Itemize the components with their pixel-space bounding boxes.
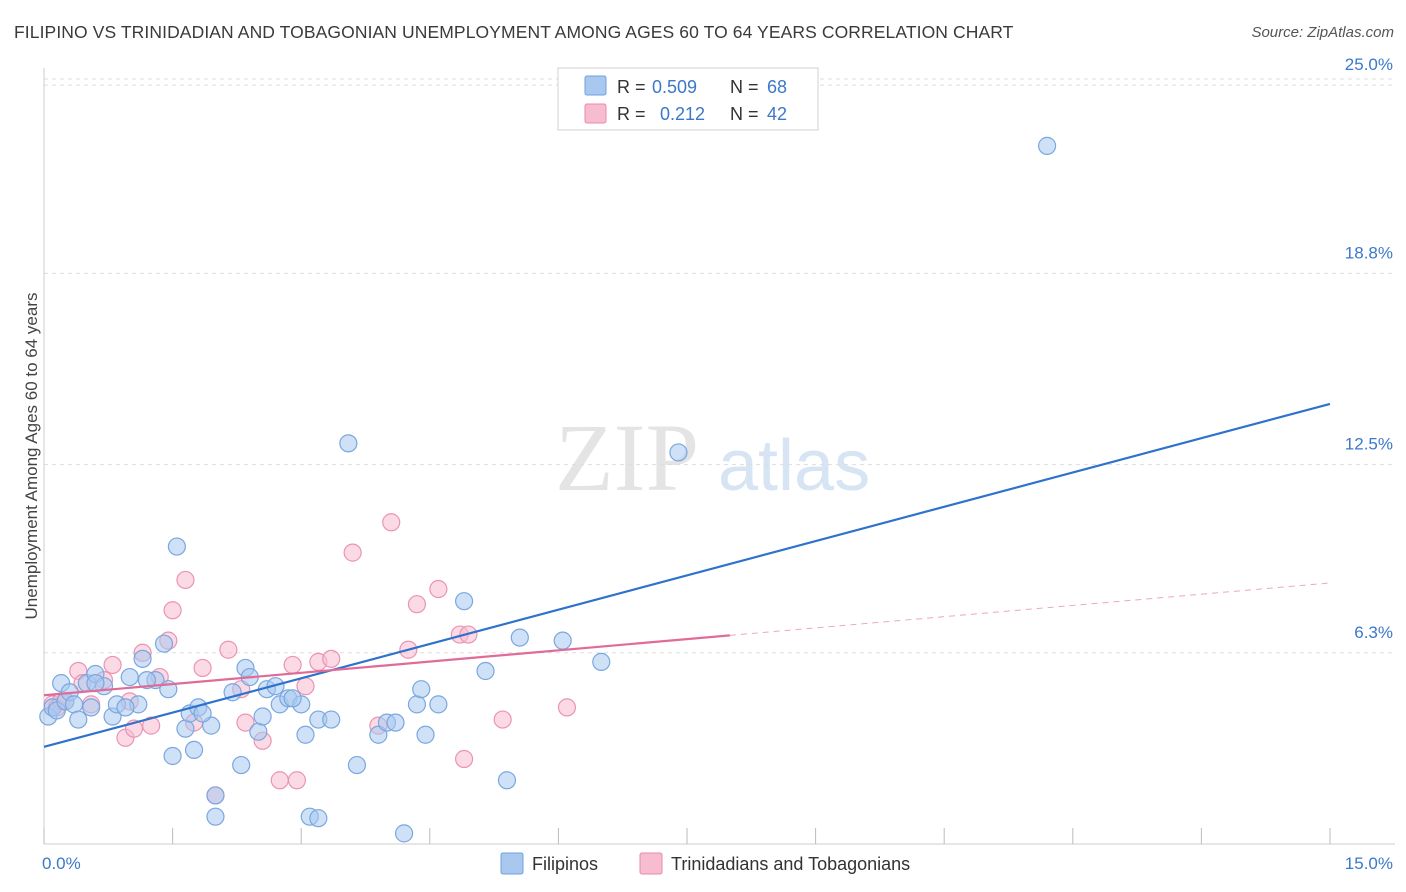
stats-n-label-blue: N = — [730, 77, 759, 97]
trinidadian-point — [382, 513, 401, 532]
x-tick-label-min: 0.0% — [42, 854, 81, 873]
filipino-point — [120, 667, 139, 687]
trinidadian-point — [343, 543, 362, 562]
source-label: Source: ZipAtlas.com — [1251, 24, 1394, 41]
filipino-point — [283, 689, 302, 708]
x-tick-labels: 0.0% 15.0% — [42, 854, 1393, 873]
watermark: ZIP atlas — [555, 404, 870, 511]
trinidadian-point — [283, 655, 302, 675]
filipino-points — [39, 136, 1057, 843]
stats-r-label-pink: R = — [617, 104, 646, 124]
filipino-point — [386, 713, 405, 732]
trinidadian-point — [296, 677, 315, 696]
filipino-point — [339, 434, 358, 453]
filipino-point — [86, 674, 105, 693]
filipino-point — [1037, 136, 1057, 155]
filipino-point — [232, 755, 251, 775]
stats-n-value-blue: 68 — [767, 77, 787, 97]
filipino-point — [669, 443, 688, 462]
stats-legend-swatch-blue — [584, 75, 607, 96]
filipino-point — [116, 698, 135, 717]
trinidadian-point — [557, 698, 577, 717]
filipino-point — [64, 695, 84, 714]
trinidadian-points — [43, 513, 577, 805]
y-tick-label: 25.0% — [1345, 55, 1393, 74]
legend-label-filipinos: Filipinos — [532, 854, 598, 874]
filipino-point — [167, 537, 186, 556]
y-tick-label: 18.8% — [1345, 243, 1393, 262]
filipino-point — [309, 809, 328, 828]
trinidadian-point — [103, 655, 122, 675]
filipino-point — [347, 755, 367, 775]
filipino-point — [206, 786, 225, 805]
filipino-point — [176, 719, 195, 738]
stats-legend-swatch-pink — [584, 103, 607, 124]
filipino-point — [416, 725, 435, 744]
y-tick-label: 6.3% — [1354, 623, 1393, 642]
filipino-point — [69, 710, 88, 729]
trinidadian-trend-line — [43, 634, 730, 697]
legend-swatch-trinidadians — [639, 852, 663, 875]
filipino-point — [137, 670, 156, 690]
filipino-trend-line — [43, 402, 1331, 748]
filipino-point — [412, 680, 431, 699]
filipino-point — [133, 649, 152, 668]
trinidadian-point — [176, 570, 195, 590]
stats-n-value-pink: 42 — [767, 104, 787, 124]
filipino-point — [249, 722, 268, 741]
y-tick-labels: 6.3% 12.5% 18.8% 25.0% — [1345, 55, 1393, 642]
filipino-point — [296, 725, 315, 744]
trend-lines — [43, 402, 1331, 748]
trinidadian-point — [236, 713, 255, 732]
trinidadian-point — [454, 749, 474, 769]
filipino-point — [322, 710, 341, 729]
filipino-point — [82, 698, 101, 717]
chart-title: FILIPINO VS TRINIDADIAN AND TOBAGONIAN U… — [14, 22, 1014, 42]
filipino-point — [407, 695, 427, 714]
y-axis-title: Unemployment Among Ages 60 to 64 years — [22, 293, 41, 620]
filipino-point — [184, 740, 204, 760]
filipino-point — [454, 592, 474, 611]
filipino-point — [163, 746, 182, 766]
stats-r-value-pink: 0.212 — [660, 104, 705, 124]
filipino-point — [592, 652, 611, 671]
trinidadian-point — [193, 658, 212, 678]
filipino-point — [394, 824, 414, 843]
trinidadian-point — [493, 710, 512, 729]
filipino-point — [497, 771, 517, 790]
x-tick-label-max: 15.0% — [1345, 854, 1393, 873]
filipino-point — [553, 631, 572, 650]
y-tick-label: 12.5% — [1345, 435, 1393, 454]
stats-legend: R = 0.509 N = 68 R = 0.212 N = 42 — [557, 67, 819, 131]
filipino-point — [510, 628, 529, 647]
trinidadian-point — [322, 649, 341, 668]
trinidadian-trend-line-extension — [729, 582, 1331, 636]
stats-r-label-blue: R = — [617, 77, 646, 97]
watermark-atlas: atlas — [718, 426, 870, 506]
trinidadian-point — [287, 771, 307, 790]
trinidadian-point — [429, 579, 448, 599]
legend-swatch-filipinos — [500, 852, 524, 875]
filipino-point — [429, 695, 448, 714]
bottom-legend: Filipinos Trinidadians and Tobagonians — [500, 852, 910, 875]
filipino-point — [154, 634, 174, 653]
filipino-point — [476, 661, 495, 681]
trinidadian-point — [142, 716, 161, 735]
stats-r-value-blue: 0.509 — [652, 77, 697, 97]
trinidadian-point — [163, 601, 182, 620]
filipino-point — [253, 707, 272, 726]
trinidadian-point — [407, 595, 427, 614]
stats-n-label-pink: N = — [730, 104, 759, 124]
legend-label-trinidadians: Trinidadians and Tobagonians — [671, 854, 910, 874]
filipino-point — [193, 704, 212, 723]
trinidadian-point — [219, 640, 238, 659]
filipino-point — [206, 807, 225, 826]
trinidadian-point — [270, 771, 289, 790]
